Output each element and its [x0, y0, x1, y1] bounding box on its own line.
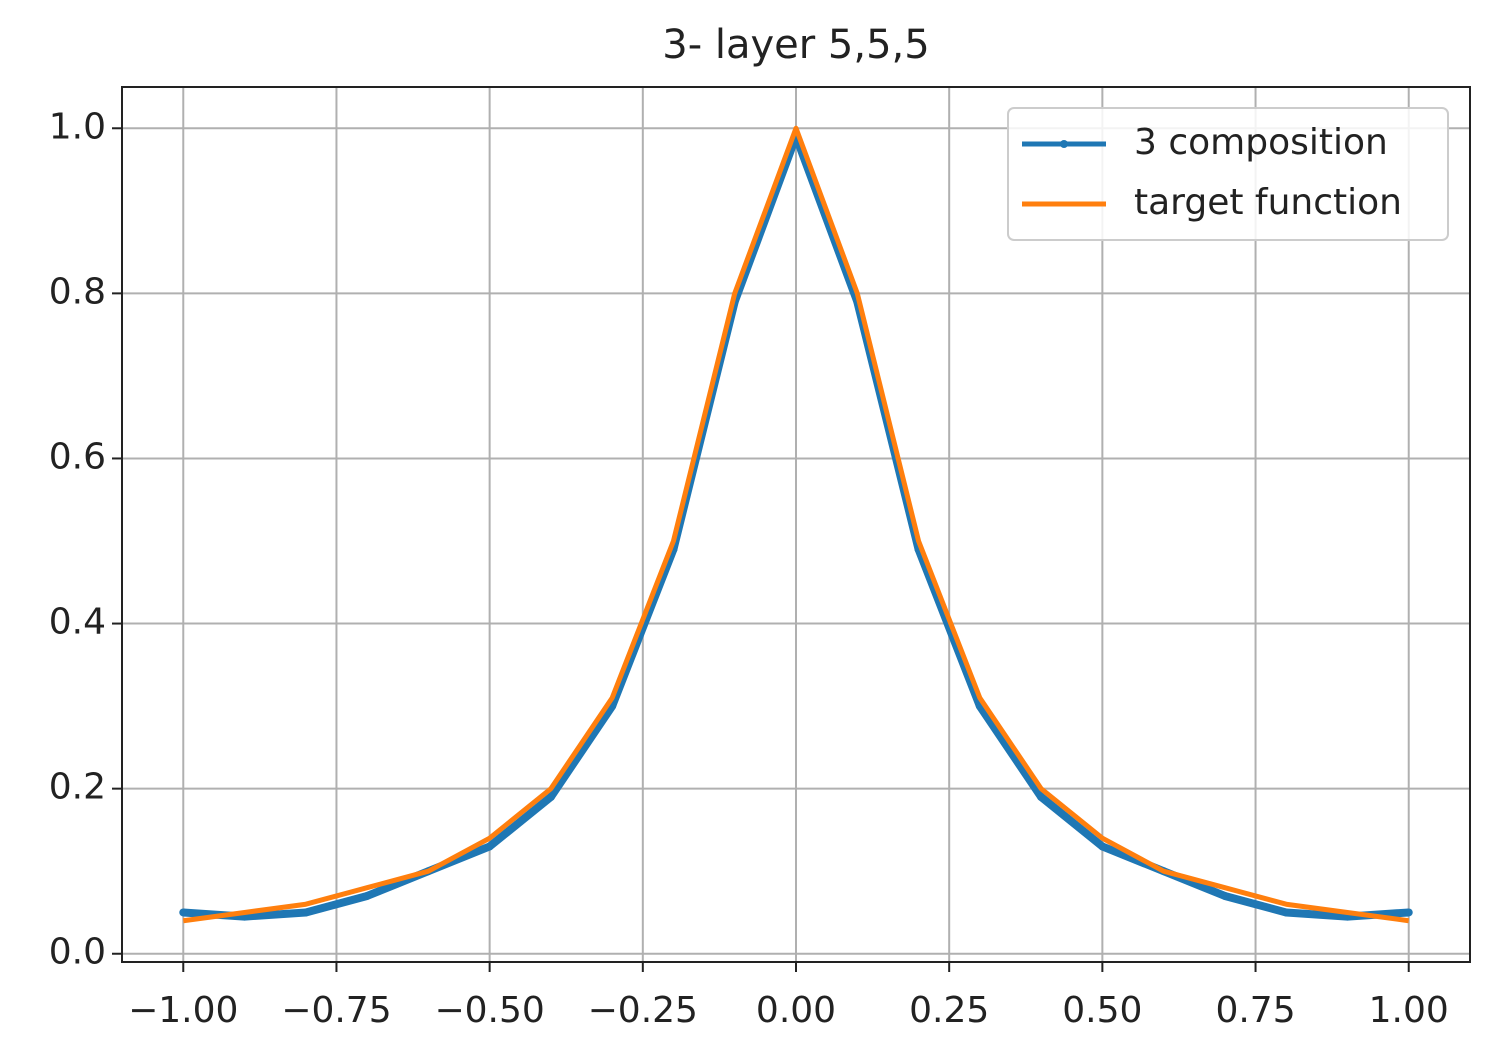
marker: [1037, 792, 1046, 801]
marker: [301, 908, 310, 917]
y-tick-label: 0.6: [49, 436, 106, 477]
x-tick-label: 0.00: [756, 990, 836, 1031]
x-tick-label: −0.75: [281, 990, 391, 1031]
y-tick-label: 0.8: [49, 271, 106, 312]
x-tick-label: 0.25: [909, 990, 989, 1031]
marker: [1098, 842, 1107, 851]
x-tick-label: 1.00: [1369, 990, 1449, 1031]
x-tick-label: −1.00: [128, 990, 238, 1031]
marker: [179, 908, 188, 917]
x-tick-label: 0.50: [1062, 990, 1142, 1031]
marker: [1404, 908, 1413, 917]
legend-box: [1007, 107, 1449, 241]
marker: [363, 891, 372, 900]
x-tick-label: −0.25: [588, 990, 698, 1031]
legend-marker: [1060, 140, 1068, 148]
legend-label: 3 composition: [1134, 122, 1388, 163]
chart-title: 3- layer 5,5,5: [662, 22, 929, 68]
plot-frame: [121, 86, 1471, 963]
x-tick-label: 0.75: [1215, 990, 1295, 1031]
y-tick-label: 0.0: [49, 932, 106, 973]
y-tick-label: 0.2: [49, 767, 106, 808]
y-tick-label: 0.4: [49, 602, 106, 643]
legend-label: target function: [1134, 182, 1402, 223]
marker: [1282, 908, 1291, 917]
y-tick-label: 1.0: [49, 106, 106, 147]
marker: [485, 842, 494, 851]
marker: [1220, 891, 1229, 900]
line: [182, 125, 1410, 924]
marker: [546, 792, 555, 801]
x-tick-label: −0.50: [434, 990, 544, 1031]
